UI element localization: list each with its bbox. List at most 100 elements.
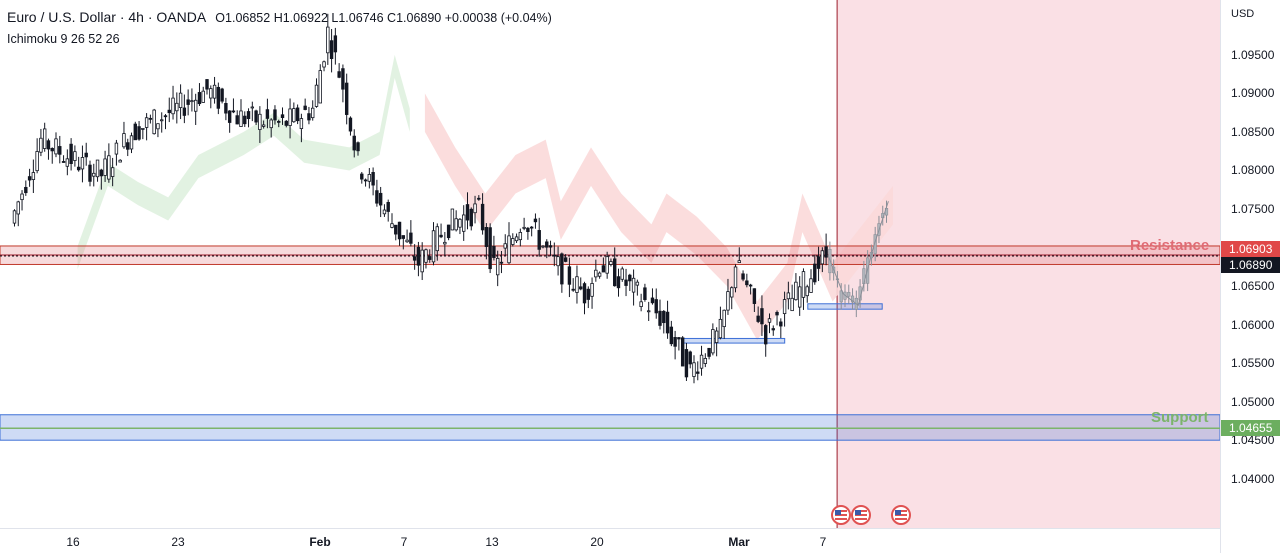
candle: [261, 124, 266, 127]
candle: [699, 354, 704, 369]
us-flag-event-icon[interactable]: [851, 505, 871, 525]
price-tick-label: 1.09000: [1231, 86, 1275, 101]
chart-area[interactable]: Euro / U.S. Dollar · 4h · OANDA O1.06852…: [0, 0, 1220, 528]
candle: [84, 152, 88, 158]
candle: [450, 208, 455, 231]
price-axis[interactable]: USD 1.09500 1.09000 1.08500 1.08000 1.07500 1…: [1220, 0, 1280, 553]
candle: [216, 86, 221, 109]
candle: [409, 232, 413, 244]
candle: [107, 155, 111, 180]
candle: [329, 40, 334, 60]
candle: [148, 117, 153, 120]
candle: [363, 179, 368, 182]
candle: [352, 135, 356, 151]
time-tick-label: Feb: [309, 535, 331, 549]
candle: [737, 260, 741, 263]
symbol-title[interactable]: Euro / U.S. Dollar · 4h · OANDA: [7, 9, 206, 25]
candle: [495, 257, 500, 276]
candle: [560, 253, 564, 285]
candle: [714, 330, 719, 343]
candle: [435, 226, 439, 252]
candle: [420, 249, 424, 273]
candle: [193, 99, 198, 112]
candle: [514, 236, 519, 242]
time-tick-label: 7: [400, 535, 408, 549]
price-tick-label: 1.05500: [1231, 356, 1275, 371]
candle: [503, 243, 507, 249]
candle: [394, 224, 398, 235]
candle: [431, 230, 436, 263]
candle: [65, 158, 70, 167]
us-flag-event-icon[interactable]: [891, 505, 911, 525]
candle: [152, 109, 156, 135]
candle: [254, 110, 258, 123]
candle: [779, 321, 783, 327]
us-flag-event-icon[interactable]: [831, 505, 851, 525]
candle: [646, 310, 651, 313]
candle: [767, 318, 772, 323]
candle: [662, 310, 666, 324]
candle: [337, 71, 341, 78]
candle: [12, 210, 17, 224]
candle: [654, 299, 658, 314]
candle: [499, 261, 504, 264]
candle: [76, 166, 81, 171]
candle: [707, 347, 711, 357]
projection-candle: [850, 295, 855, 303]
candle: [412, 256, 417, 261]
candle: [658, 310, 662, 326]
demand-zone: [681, 337, 786, 344]
candle: [314, 84, 319, 107]
candle: [820, 250, 825, 265]
candle: [126, 142, 130, 150]
candle: [397, 221, 402, 240]
projection-candle: [839, 290, 843, 303]
candle: [711, 329, 715, 354]
currency-label[interactable]: USD: [1231, 8, 1255, 20]
candle: [186, 99, 190, 105]
candle: [552, 254, 557, 257]
candle: [480, 203, 485, 231]
candle: [582, 283, 587, 304]
candle: [390, 223, 394, 228]
candle: [733, 266, 738, 289]
candle: [80, 157, 85, 170]
candle: [35, 151, 39, 172]
candle: [684, 349, 689, 378]
candle: [752, 288, 757, 304]
candle: [122, 133, 126, 148]
candle: [639, 301, 643, 307]
candle: [375, 190, 379, 204]
open-label: O: [215, 11, 226, 25]
candle: [341, 68, 345, 90]
candle: [556, 256, 560, 267]
indicator-legend[interactable]: Ichimoku 9 26 52 26: [7, 32, 120, 46]
candle: [458, 218, 462, 228]
price-tick-label: 1.08500: [1231, 124, 1275, 139]
candle: [688, 351, 692, 365]
candle: [616, 276, 621, 289]
candle: [454, 218, 458, 231]
candle: [677, 337, 681, 340]
candle: [42, 128, 47, 149]
candle: [816, 256, 821, 269]
candle: [775, 311, 779, 316]
candle: [563, 257, 568, 262]
candle: [446, 224, 451, 239]
time-axis[interactable]: 16 23 Feb 7 13 20 Mar 7: [0, 528, 1220, 554]
candle: [160, 119, 164, 122]
candle: [624, 279, 628, 286]
candle: [586, 288, 590, 300]
candle: [209, 88, 213, 99]
candle: [730, 287, 734, 298]
candle: [178, 92, 183, 108]
candle: [273, 109, 277, 121]
candle: [265, 109, 270, 119]
support-zone: [0, 414, 1220, 441]
candle: [69, 143, 73, 165]
candle: [103, 158, 107, 176]
candle: [567, 266, 572, 285]
candle: [175, 102, 179, 112]
price-chart[interactable]: [0, 0, 1220, 528]
candle: [24, 186, 28, 194]
